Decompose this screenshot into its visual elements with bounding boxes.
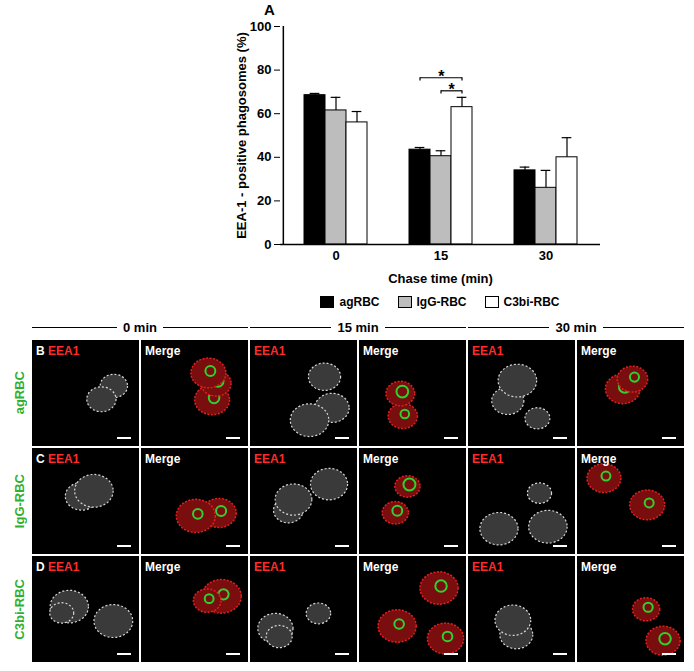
svg-text:B: B bbox=[36, 344, 45, 358]
html-text:15 min: 15 min bbox=[337, 319, 379, 335]
svg-text:Chase time (min): Chase time (min) bbox=[388, 271, 493, 286]
svg-text:Merge: Merge bbox=[363, 344, 399, 358]
svg-text:100: 100 bbox=[250, 19, 272, 34]
html-text:IgG-RBC: IgG-RBC bbox=[11, 473, 27, 529]
html-text:agRBC: agRBC bbox=[339, 295, 380, 309]
svg-text:EEA1: EEA1 bbox=[472, 452, 504, 466]
svg-text:Merge: Merge bbox=[145, 344, 181, 358]
svg-text:20: 20 bbox=[257, 193, 271, 208]
html-text:30 min: 30 min bbox=[555, 319, 597, 335]
svg-text:Merge: Merge bbox=[581, 560, 617, 574]
svg-text:EEA1: EEA1 bbox=[254, 344, 286, 358]
svg-text:0: 0 bbox=[332, 248, 339, 263]
svg-text:40: 40 bbox=[257, 149, 271, 164]
svg-text:EEA1: EEA1 bbox=[254, 560, 286, 574]
svg-text:EEA1: EEA1 bbox=[48, 344, 80, 358]
html-text:A: A bbox=[264, 1, 275, 18]
svg-text:*: * bbox=[449, 81, 456, 98]
svg-text:EEA1: EEA1 bbox=[48, 452, 80, 466]
svg-text:0: 0 bbox=[264, 237, 271, 252]
svg-text:Merge: Merge bbox=[581, 452, 617, 466]
html-text:C3bi-RBC: C3bi-RBC bbox=[503, 295, 560, 309]
svg-text:EEA1: EEA1 bbox=[472, 560, 504, 574]
html-text:0 min: 0 min bbox=[123, 319, 157, 335]
svg-text:Merge: Merge bbox=[145, 452, 181, 466]
svg-text:60: 60 bbox=[257, 106, 271, 121]
svg-text:D: D bbox=[36, 560, 45, 574]
svg-text:*: * bbox=[438, 68, 445, 85]
svg-text:Merge: Merge bbox=[145, 560, 181, 574]
svg-text:EEA-1 - positive phagosomes (%: EEA-1 - positive phagosomes (%) bbox=[234, 32, 249, 239]
html-text:IgG-RBC: IgG-RBC bbox=[416, 295, 467, 309]
svg-text:EEA1: EEA1 bbox=[472, 344, 504, 358]
svg-text:EEA1: EEA1 bbox=[254, 452, 286, 466]
svg-text:Merge: Merge bbox=[581, 344, 617, 358]
svg-text:EEA1: EEA1 bbox=[48, 560, 80, 574]
svg-text:15: 15 bbox=[434, 248, 448, 263]
svg-text:80: 80 bbox=[257, 62, 271, 77]
svg-text:30: 30 bbox=[539, 248, 553, 263]
svg-text:Merge: Merge bbox=[363, 560, 399, 574]
html-text:agRBC: agRBC bbox=[11, 371, 27, 415]
html-text:C3bi-RBC: C3bi-RBC bbox=[11, 578, 27, 640]
svg-text:Merge: Merge bbox=[363, 452, 399, 466]
svg-text:C: C bbox=[36, 452, 45, 466]
